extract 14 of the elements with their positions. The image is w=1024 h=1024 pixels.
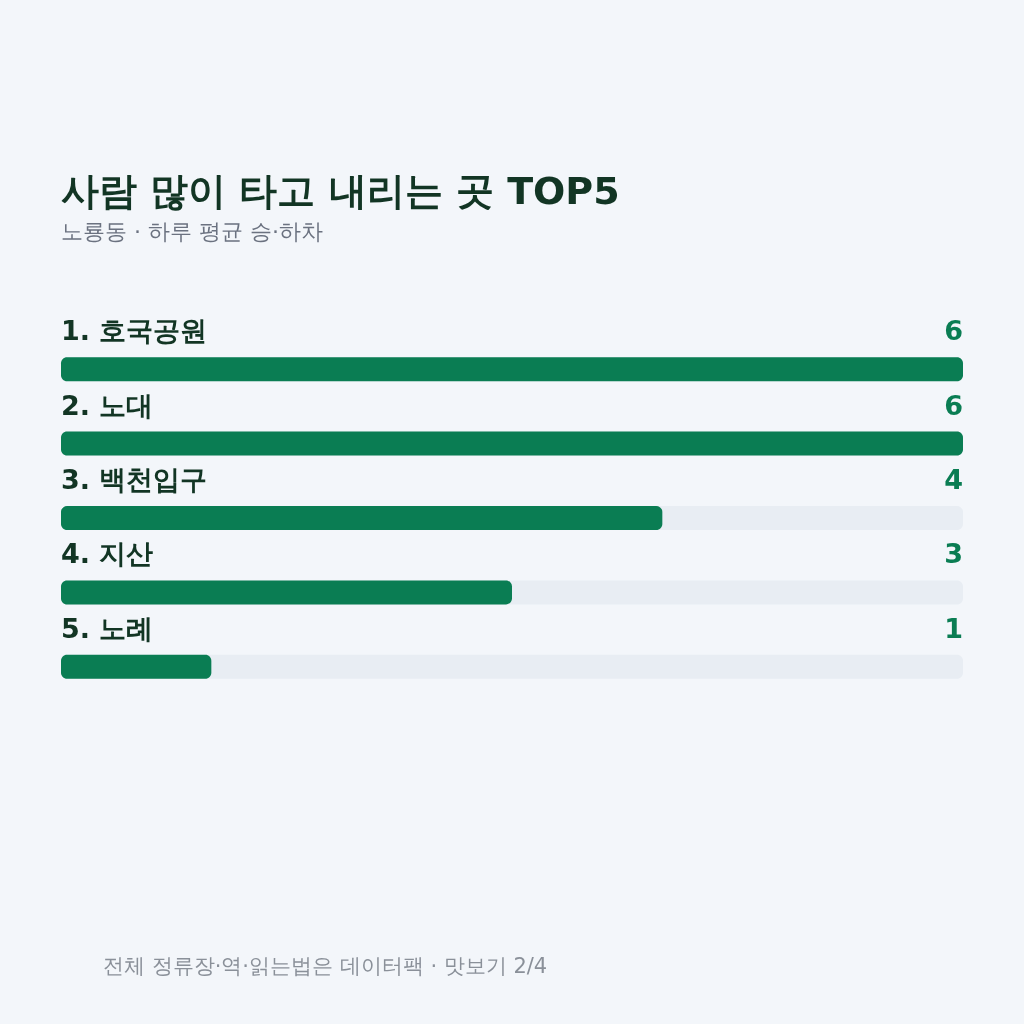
text: 전체 정류장·역·읽는법은 데이터팩 · 맛보기 2/4 <box>103 954 548 978</box>
data-label: 3 <box>944 538 963 570</box>
data-label: 4 <box>944 464 963 495</box>
data-label: 6 <box>944 389 963 421</box>
chart-title: 사람 많이 타고 내리는 곳 TOP5 <box>61 169 620 213</box>
y-tick-label: 4. 지산 <box>61 538 154 570</box>
data-label: 1 <box>944 612 963 644</box>
chart-subtitle: 노룡동 · 하루 평균 승·하차 <box>61 219 323 244</box>
data-label: 6 <box>944 315 963 347</box>
y-tick-label: 1. 호국공원 <box>61 315 208 347</box>
y-tick-label: 5. 노례 <box>61 612 154 644</box>
bar <box>61 654 212 679</box>
y-tick-label: 3. 백천입구 <box>61 464 208 495</box>
y-tick-label: 2. 노대 <box>61 389 154 421</box>
